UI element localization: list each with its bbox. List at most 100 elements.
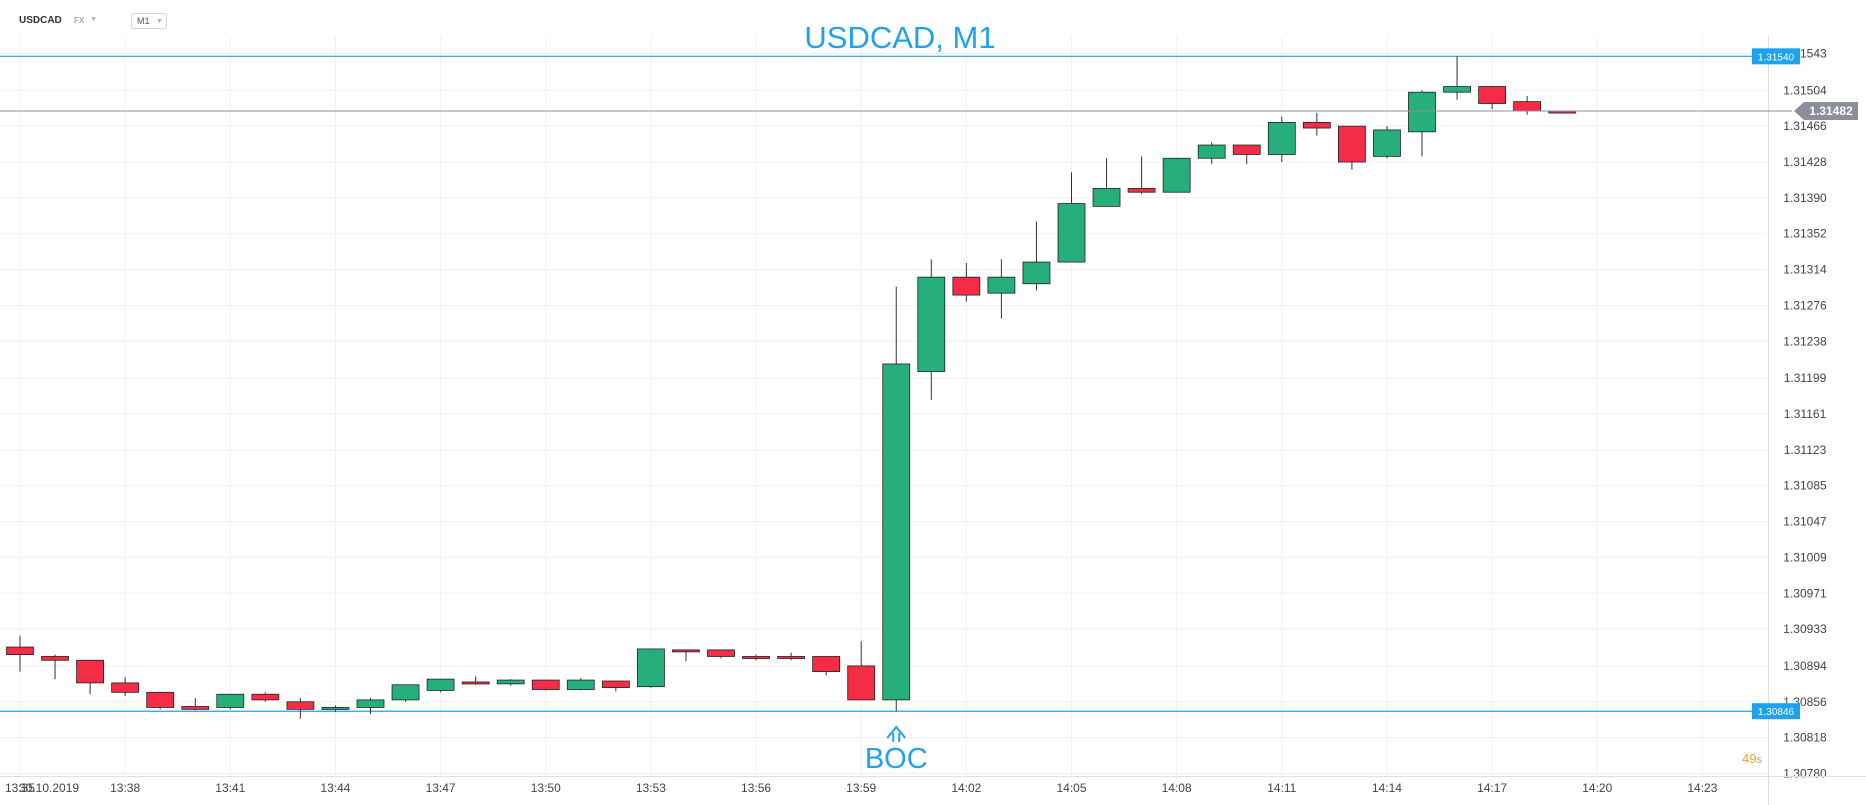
chart-toolbar: USDCAD FX ▼ M1 ▼ (0, 0, 1866, 36)
candle (601, 680, 630, 692)
candle-body-bear (1478, 86, 1506, 104)
y-tick-label: 1.31466 (1783, 119, 1827, 133)
candle-body-bull (391, 684, 420, 701)
candle-body-bull (917, 276, 946, 372)
candle (987, 259, 1016, 319)
low-level-tag (1752, 703, 1800, 720)
candle (812, 656, 841, 676)
y-tick-label: 1.31276 (1783, 298, 1827, 312)
y-tick-label: 1.30818 (1783, 731, 1827, 745)
candle (1373, 126, 1401, 159)
candle (1513, 95, 1542, 115)
x-tick-label: 13:53 (636, 781, 666, 795)
x-tick-label: 14:23 (1687, 781, 1717, 795)
y-tick-label: 1.31314 (1783, 263, 1827, 277)
candle (1022, 221, 1051, 291)
candle (251, 692, 280, 702)
x-tick-label: 14:20 (1582, 781, 1612, 795)
candle-body-bull (987, 276, 1016, 294)
candle-body-bull (1408, 91, 1436, 133)
candle-body-bear (777, 656, 805, 659)
candle-body-bear (1232, 144, 1261, 155)
candle (1162, 157, 1191, 193)
candle-body-bear (146, 691, 175, 708)
high-level-label: 1.31540 (1758, 52, 1795, 63)
candle (1267, 116, 1296, 163)
candle-body-bear (742, 656, 770, 659)
candle (1302, 112, 1331, 136)
x-tick-label: 14:17 (1477, 781, 1507, 795)
candle (882, 286, 911, 712)
candle (847, 641, 876, 701)
x-tick-label: 13:38 (110, 781, 140, 795)
candle (917, 259, 946, 400)
annotation-arrow-icon (886, 725, 907, 742)
candle (426, 678, 455, 693)
x-tick-label: 14:05 (1056, 781, 1086, 795)
candle (76, 659, 104, 695)
candle (1127, 156, 1156, 195)
candle (216, 693, 245, 710)
candle-body-bull (321, 707, 350, 710)
x-tick-label: 30.10.2019 (19, 781, 79, 795)
candle (707, 649, 735, 659)
x-tick-label: 13:41 (215, 781, 245, 795)
candle-body-bear (76, 659, 104, 684)
timeframe-select[interactable]: M1 ▼ (131, 13, 167, 29)
candle (391, 684, 420, 702)
candle-body-bear (461, 681, 490, 685)
y-tick-label: 1.30780 (1783, 767, 1827, 781)
high-level-tag (1752, 48, 1800, 65)
y-tick-label: 1.30933 (1783, 622, 1827, 636)
y-tick-label: 1.30971 (1783, 586, 1827, 600)
candle (1443, 56, 1471, 100)
candle-body-bear (707, 649, 735, 657)
candle-body-bear (531, 679, 560, 690)
x-tick-label: 14:02 (951, 781, 981, 795)
candle (181, 698, 210, 711)
candle (1197, 142, 1226, 164)
candle-body-bull (1022, 261, 1051, 285)
candle (1232, 144, 1261, 164)
x-tick-label: 14:14 (1372, 781, 1402, 795)
x-tick-label: 13:35 (5, 781, 35, 795)
current-price-label: 1.31482 (1809, 104, 1853, 118)
candle-body-bull (496, 679, 525, 685)
candle-body-bear (286, 701, 315, 710)
y-tick-label: 1.31047 (1783, 515, 1827, 529)
candle (1478, 86, 1506, 110)
candle (1057, 172, 1086, 263)
candle (111, 677, 140, 697)
candle-body-bull (1092, 188, 1121, 207)
candle (321, 705, 350, 713)
x-tick-label: 13:59 (846, 781, 876, 795)
candle-body-bull (216, 693, 245, 708)
candle-body-bear (1338, 125, 1366, 163)
candle (496, 679, 525, 686)
candle-body-bear (672, 649, 700, 653)
low-level-label: 1.30846 (1758, 707, 1795, 718)
candle (672, 649, 700, 662)
candle-body-bull (1443, 86, 1471, 93)
y-tick-label: 1.31199 (1784, 371, 1827, 385)
candle-body-bear (111, 682, 140, 693)
market-dropdown-icon[interactable]: ▼ (90, 16, 97, 23)
y-tick-label: 1.31085 (1783, 479, 1827, 493)
candle (41, 654, 69, 680)
timeframe-label: M1 (137, 16, 150, 26)
y-tick-label: 1.31390 (1783, 191, 1827, 205)
candle-body-bear (41, 656, 69, 661)
candle-body-bull (1197, 144, 1226, 159)
candle-body-bear (952, 276, 981, 296)
candle (461, 676, 490, 685)
candle (286, 698, 315, 719)
candle-body-bear (251, 693, 280, 701)
candle-body-bear (601, 680, 630, 689)
countdown-unit: s (1756, 754, 1763, 766)
candle (356, 698, 385, 715)
y-tick-label: 1.31161 (1784, 407, 1827, 421)
chart-title: USDCAD, M1 (804, 20, 995, 55)
symbol-label[interactable]: USDCAD (19, 15, 62, 26)
y-tick-label: 1.30894 (1783, 659, 1827, 673)
